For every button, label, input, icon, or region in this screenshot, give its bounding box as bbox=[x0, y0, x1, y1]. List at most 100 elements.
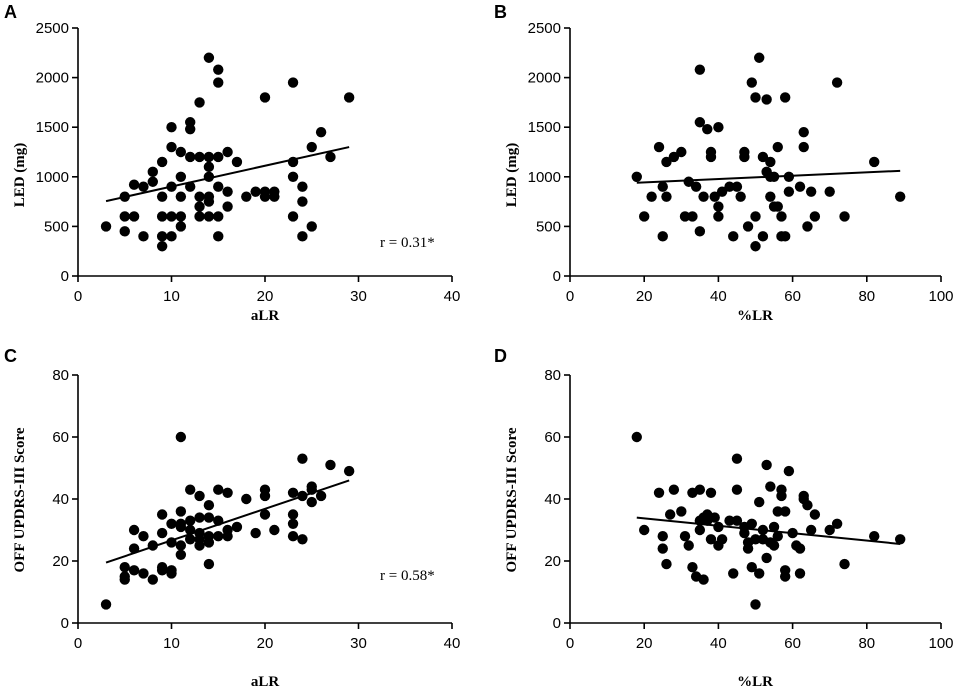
data-point bbox=[147, 166, 158, 178]
data-point bbox=[765, 191, 776, 202]
data-point bbox=[185, 117, 196, 128]
x-tick-label: 100 bbox=[928, 288, 953, 305]
data-point bbox=[119, 226, 130, 237]
data-point bbox=[661, 558, 672, 570]
x-tick-label: 20 bbox=[636, 635, 653, 652]
data-point bbox=[185, 534, 196, 545]
y-tick-label: 2000 bbox=[36, 70, 69, 87]
data-point bbox=[705, 487, 717, 498]
data-point bbox=[213, 531, 224, 542]
data-point bbox=[156, 156, 168, 168]
data-point bbox=[213, 77, 224, 88]
data-point bbox=[776, 490, 787, 502]
data-point bbox=[779, 565, 791, 576]
data-point bbox=[716, 534, 728, 545]
data-point bbox=[731, 181, 743, 192]
y-tick-label: 20 bbox=[544, 553, 561, 570]
data-point bbox=[750, 599, 761, 610]
data-point bbox=[203, 211, 215, 222]
data-point bbox=[687, 562, 698, 573]
x-axis-label: %LR bbox=[737, 308, 773, 324]
data-point bbox=[175, 506, 187, 517]
data-point bbox=[306, 496, 317, 508]
data-point bbox=[798, 141, 809, 153]
y-tick-label: 20 bbox=[52, 553, 69, 570]
data-point bbox=[761, 459, 772, 471]
data-point bbox=[746, 77, 757, 88]
y-tick-label: 0 bbox=[61, 268, 69, 285]
data-point bbox=[119, 211, 130, 222]
x-tick-label: 40 bbox=[444, 288, 461, 305]
data-point bbox=[166, 231, 177, 242]
data-point bbox=[783, 171, 795, 182]
data-point bbox=[831, 77, 843, 88]
y-tick-label: 2000 bbox=[528, 70, 561, 87]
data-point bbox=[156, 562, 168, 573]
data-point bbox=[709, 512, 720, 523]
data-point bbox=[724, 515, 735, 526]
data-point bbox=[175, 191, 187, 202]
y-tick-label: 1000 bbox=[528, 169, 561, 186]
data-point bbox=[668, 484, 680, 495]
data-point bbox=[772, 201, 783, 212]
data-point bbox=[138, 231, 149, 242]
data-point bbox=[156, 509, 168, 520]
y-tick-label: 60 bbox=[544, 429, 561, 446]
data-point bbox=[259, 186, 271, 197]
data-point bbox=[646, 191, 657, 202]
panel-a: A LED (mg) aLR r = 0.31* 050010001500200… bbox=[4, 2, 460, 324]
data-point bbox=[250, 186, 261, 197]
data-point bbox=[787, 527, 798, 539]
data-point bbox=[679, 211, 691, 222]
x-tick-label: 20 bbox=[257, 288, 274, 305]
y-tick-label: 40 bbox=[544, 491, 561, 508]
data-point bbox=[175, 211, 187, 222]
data-point bbox=[203, 558, 215, 570]
data-point bbox=[702, 123, 713, 135]
data-point bbox=[683, 176, 694, 187]
data-point bbox=[297, 534, 308, 545]
data-point bbox=[269, 186, 280, 197]
x-tick-label: 100 bbox=[928, 635, 953, 652]
data-point bbox=[694, 226, 706, 237]
panel-letter: B bbox=[494, 2, 507, 22]
data-point bbox=[203, 191, 215, 202]
data-point bbox=[138, 531, 149, 542]
data-point bbox=[325, 151, 336, 163]
data-point bbox=[869, 531, 880, 542]
data-point bbox=[203, 171, 215, 182]
data-point bbox=[194, 191, 205, 202]
data-point bbox=[757, 524, 769, 536]
data-point bbox=[185, 515, 196, 526]
data-point bbox=[783, 465, 795, 477]
data-point bbox=[746, 518, 757, 529]
data-point bbox=[222, 186, 233, 197]
data-point bbox=[694, 484, 706, 495]
data-point bbox=[779, 231, 791, 242]
data-point bbox=[754, 568, 765, 579]
y-tick-label: 40 bbox=[52, 491, 69, 508]
data-point bbox=[241, 493, 252, 505]
data-point bbox=[203, 161, 215, 173]
data-point bbox=[213, 484, 224, 495]
data-point bbox=[297, 453, 308, 464]
data-point bbox=[731, 453, 743, 464]
data-point bbox=[306, 481, 317, 492]
y-tick-label: 60 bbox=[52, 429, 69, 446]
panel-b: B LED (mg) %LR 0 500 1000 1500 2000 2500 0 20 40… bbox=[494, 2, 954, 324]
correlation-annotation: r = 0.58* bbox=[380, 568, 435, 584]
data-point bbox=[869, 156, 880, 168]
x-axis-label: aLR bbox=[251, 674, 280, 690]
x-tick-label: 30 bbox=[350, 288, 367, 305]
data-point bbox=[831, 518, 843, 529]
data-point bbox=[325, 459, 336, 471]
data-point bbox=[754, 52, 765, 63]
data-point bbox=[772, 141, 783, 153]
data-point bbox=[754, 496, 765, 508]
data-point bbox=[100, 599, 112, 610]
data-point bbox=[119, 191, 130, 202]
data-point bbox=[761, 94, 772, 105]
data-point bbox=[768, 521, 780, 533]
x-axis-label: aLR bbox=[251, 308, 280, 324]
data-point bbox=[156, 191, 168, 202]
